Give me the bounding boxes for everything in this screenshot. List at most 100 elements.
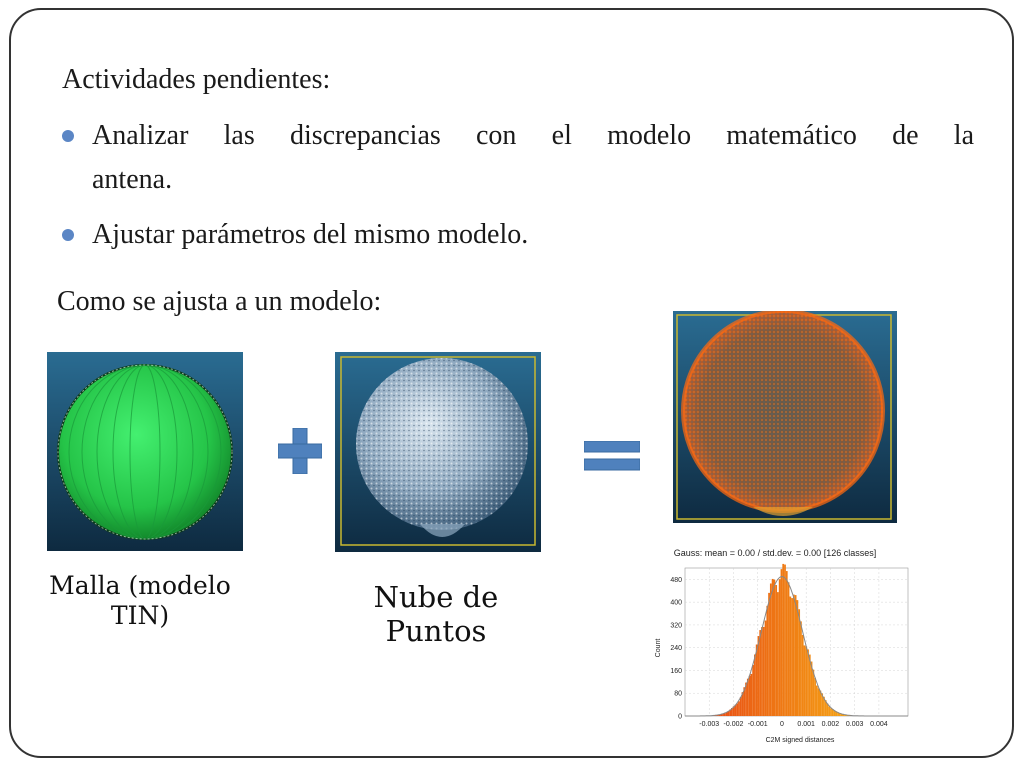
histogram-bar <box>766 605 769 716</box>
x-tick-label: -0.003 <box>699 721 719 728</box>
histogram-bar <box>725 712 728 716</box>
histogram-bar <box>761 627 763 716</box>
mesh-caption: Malla (modelo TIN) <box>40 571 240 631</box>
histogram-bar <box>801 634 804 716</box>
histogram-bar <box>803 645 806 716</box>
bullet-icon <box>62 229 74 241</box>
gauss-curve <box>685 575 908 717</box>
histogram-bar <box>792 594 795 716</box>
histogram-bar <box>787 582 790 716</box>
histogram-bar <box>741 692 744 716</box>
histogram-bar <box>798 609 801 716</box>
histogram-bar <box>743 687 746 716</box>
section-heading: Como se ajusta a un modelo: <box>57 286 382 317</box>
histogram-bar <box>812 669 815 716</box>
x-tick-label: -0.001 <box>748 721 768 728</box>
bullet-icon <box>62 130 74 142</box>
histogram-bar <box>833 710 836 716</box>
histogram-bar <box>796 600 799 716</box>
histogram-bar <box>775 585 778 716</box>
y-tick-label: 160 <box>670 668 682 675</box>
y-tick-label: 480 <box>670 577 682 584</box>
histogram-bar <box>831 709 834 716</box>
histogram-bar <box>754 654 756 716</box>
chart-xlabel: C2M signed distances <box>766 737 835 744</box>
histogram-bar <box>814 677 816 716</box>
mesh-caption-line1: Malla (modelo <box>49 571 231 600</box>
histogram-bar <box>759 630 762 716</box>
histogram-bar <box>750 673 753 716</box>
histogram-bar <box>823 696 825 716</box>
y-tick-label: 80 <box>674 691 682 698</box>
histogram-bar <box>731 707 733 716</box>
chart-ylabel: Count <box>655 639 662 658</box>
histogram-bar <box>840 713 843 716</box>
histogram-bar <box>835 711 838 716</box>
slide-title: Actividades pendientes: <box>62 64 331 95</box>
x-tick-label: -0.002 <box>724 721 744 728</box>
histogram-bar <box>785 571 788 716</box>
histogram-bar <box>800 621 802 716</box>
bullet-text-1b: antena. <box>92 164 173 195</box>
histogram-bar <box>764 620 767 716</box>
histogram-bar <box>828 706 831 716</box>
histogram-bar <box>722 713 724 716</box>
histogram-bar <box>718 714 721 716</box>
histogram-bar <box>830 708 832 716</box>
histogram-bar <box>807 649 809 716</box>
x-tick-label: 0.003 <box>846 721 864 728</box>
y-tick-label: 0 <box>678 714 682 721</box>
histogram-bar <box>808 654 811 716</box>
histogram-bar <box>819 690 822 716</box>
histogram-bar <box>794 595 797 716</box>
cloud-caption: Nube de Puntos <box>336 580 536 648</box>
bullet-item-1: Analizar las discrepancias con el modelo… <box>62 114 974 202</box>
x-tick-label: 0.004 <box>870 721 888 728</box>
histogram-bar <box>736 703 739 716</box>
histogram-bar <box>838 713 841 716</box>
histogram-bar <box>784 564 786 716</box>
histogram-bar <box>773 579 776 716</box>
histogram-bar <box>826 703 829 716</box>
histogram-bar <box>777 592 779 716</box>
histogram-bar <box>745 682 747 716</box>
histogram-bar <box>824 700 827 716</box>
histogram-bar <box>752 664 755 716</box>
bullet-item-2: Ajustar parámetros del mismo modelo. <box>62 213 974 257</box>
histogram-bar <box>837 712 839 716</box>
histogram-bar <box>762 626 765 716</box>
comparison-result-image <box>673 311 897 523</box>
bullet-text-1a: Analizar las discrepancias con el modelo… <box>92 120 974 151</box>
histogram-bar <box>739 697 742 716</box>
histogram-chart: Gauss: mean = 0.00 / std.dev. = 0.00 [12… <box>640 540 910 745</box>
histogram-bar <box>757 636 760 716</box>
histogram-bar <box>734 704 737 716</box>
histogram-bar <box>746 678 749 716</box>
y-tick-label: 320 <box>670 622 682 629</box>
histogram-bar <box>732 706 735 716</box>
histogram-bar <box>729 709 732 716</box>
histogram-bar <box>768 592 770 716</box>
cloud-caption-line2: Puntos <box>385 614 487 648</box>
cloud-caption-line1: Nube de <box>373 580 499 614</box>
histogram-bar <box>789 596 792 716</box>
histogram-bar <box>782 563 785 716</box>
histogram-bar <box>727 711 730 716</box>
mesh-model-image <box>47 352 243 551</box>
histogram-bar <box>778 579 781 716</box>
histogram-bar <box>780 569 783 716</box>
histogram-bar <box>805 646 808 716</box>
histogram-bar <box>755 644 758 716</box>
histogram-bar <box>720 714 723 716</box>
histogram-bar <box>821 693 824 716</box>
slide-frame <box>9 8 1014 758</box>
histogram-bar <box>771 578 774 716</box>
x-tick-label: 0.001 <box>797 721 815 728</box>
point-cloud-image <box>335 352 541 552</box>
plus-icon <box>278 428 322 474</box>
bullet-text-2: Ajustar parámetros del mismo modelo. <box>92 219 529 250</box>
y-tick-label: 400 <box>670 600 682 607</box>
y-tick-label: 240 <box>670 645 682 652</box>
histogram-bar <box>723 713 726 716</box>
chart-title: Gauss: mean = 0.00 / std.dev. = 0.00 [12… <box>674 548 876 558</box>
